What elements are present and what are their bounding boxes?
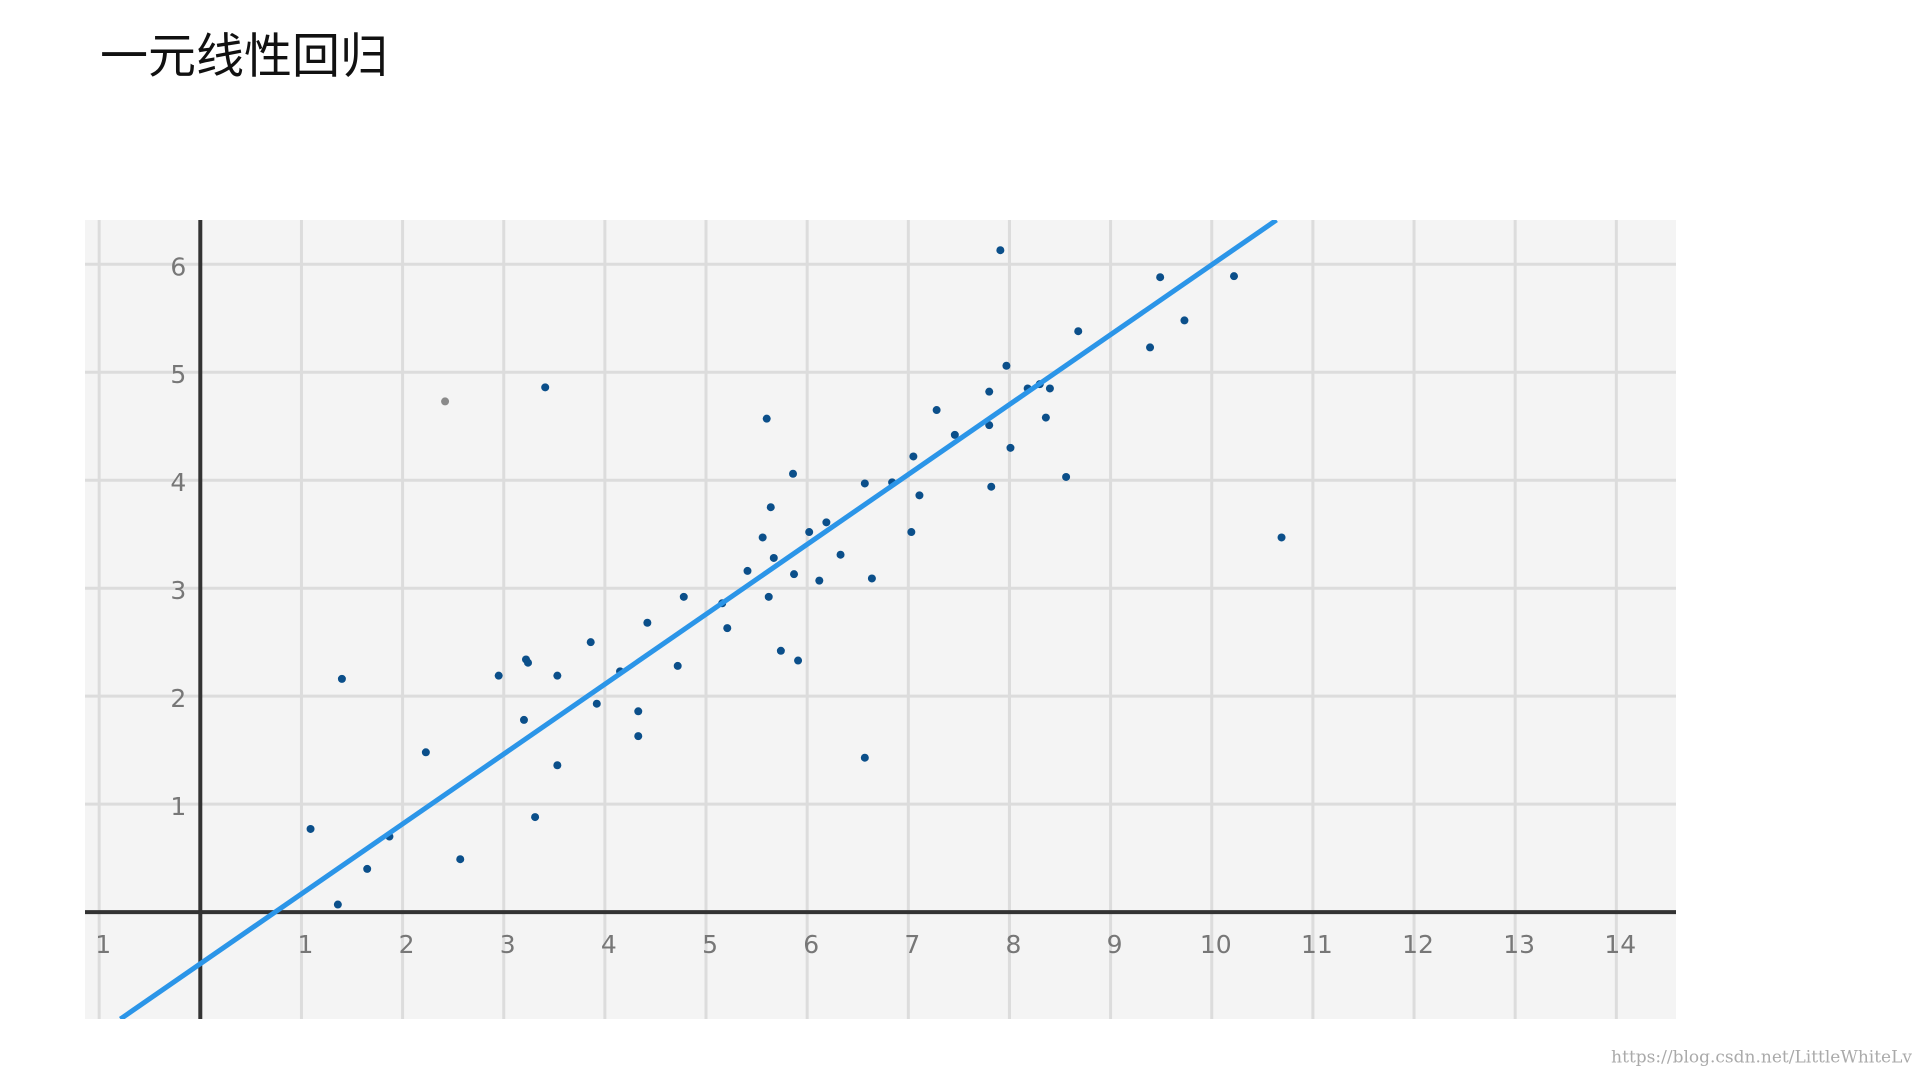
data-point xyxy=(421,748,430,757)
data-point xyxy=(1002,361,1011,370)
data-point xyxy=(643,618,652,627)
data-point xyxy=(909,452,918,461)
data-point xyxy=(553,671,562,680)
x-tick-label: 6 xyxy=(803,930,819,959)
data-point xyxy=(860,479,869,488)
data-point xyxy=(860,753,869,762)
regression-line xyxy=(118,220,1278,1019)
data-point xyxy=(789,469,798,478)
data-point xyxy=(805,528,814,537)
data-point xyxy=(553,761,562,770)
watermark: https://blog.csdn.net/LittleWhiteLv xyxy=(1611,1048,1912,1068)
data-point xyxy=(306,824,315,833)
data-point xyxy=(1074,327,1083,336)
data-point xyxy=(1146,343,1155,352)
data-point xyxy=(519,715,528,724)
x-tick-label: 4 xyxy=(601,930,617,959)
data-point xyxy=(586,638,595,647)
data-point xyxy=(1277,533,1286,542)
data-point xyxy=(932,406,941,415)
data-point xyxy=(996,246,1005,255)
y-tick-label: 5 xyxy=(170,360,186,389)
data-point xyxy=(1156,273,1165,282)
data-point xyxy=(762,414,771,423)
x-tick-label: 14 xyxy=(1604,930,1636,959)
data-point xyxy=(743,566,752,575)
data-point xyxy=(1062,472,1071,481)
data-point xyxy=(985,421,994,430)
data-point xyxy=(592,699,601,708)
x-tick-label: 10 xyxy=(1200,930,1232,959)
data-point xyxy=(634,707,643,716)
y-tick-label: 1 xyxy=(170,792,186,821)
x-tick-label: 7 xyxy=(904,930,920,959)
y-tick-label: 3 xyxy=(170,576,186,605)
data-point xyxy=(337,674,346,683)
data-point xyxy=(1180,316,1189,325)
data-point xyxy=(723,624,732,633)
y-tick-label: 6 xyxy=(170,252,186,281)
x-tick-label: 5 xyxy=(702,930,718,959)
data-point xyxy=(1045,384,1054,393)
data-point xyxy=(634,732,643,741)
data-point xyxy=(867,574,876,583)
y-tick-label: 4 xyxy=(170,468,186,497)
x-tick-label: 8 xyxy=(1006,930,1022,959)
data-point xyxy=(758,533,767,542)
data-point xyxy=(815,576,824,585)
x-tick-label: 13 xyxy=(1503,930,1535,959)
data-point xyxy=(907,528,916,537)
x-tick-label: 2 xyxy=(399,930,415,959)
data-point xyxy=(363,864,372,873)
y-tick-label: 2 xyxy=(170,684,186,713)
data-point xyxy=(1006,443,1015,452)
data-point xyxy=(985,387,994,396)
data-point xyxy=(822,518,831,527)
data-point xyxy=(494,671,503,680)
data-point xyxy=(769,553,778,562)
data-point xyxy=(1229,272,1238,281)
data-point xyxy=(764,592,773,601)
data-point xyxy=(794,656,803,665)
data-point xyxy=(541,383,550,392)
data-point xyxy=(1041,413,1050,422)
data-point xyxy=(766,503,775,512)
chart-title: 一元线性回归 xyxy=(100,29,388,85)
x-tick-label: 12 xyxy=(1402,930,1434,959)
data-point xyxy=(531,813,540,822)
data-point xyxy=(673,661,682,670)
data-point xyxy=(441,397,450,406)
data-point xyxy=(915,491,924,500)
data-point xyxy=(333,900,342,909)
data-point xyxy=(524,658,533,667)
plot-area xyxy=(85,220,1676,1019)
data-point xyxy=(456,855,465,864)
data-point xyxy=(790,570,799,579)
x-tick-label: 1 xyxy=(297,930,313,959)
data-point xyxy=(950,430,959,439)
data-point xyxy=(836,550,845,559)
x-tick-label: 11 xyxy=(1301,930,1333,959)
x-tick-label: 9 xyxy=(1107,930,1123,959)
data-point xyxy=(776,646,785,655)
x-tick-label: 1 xyxy=(95,930,111,959)
data-point xyxy=(679,592,688,601)
x-tick-label: 3 xyxy=(500,930,516,959)
data-point xyxy=(987,482,996,491)
